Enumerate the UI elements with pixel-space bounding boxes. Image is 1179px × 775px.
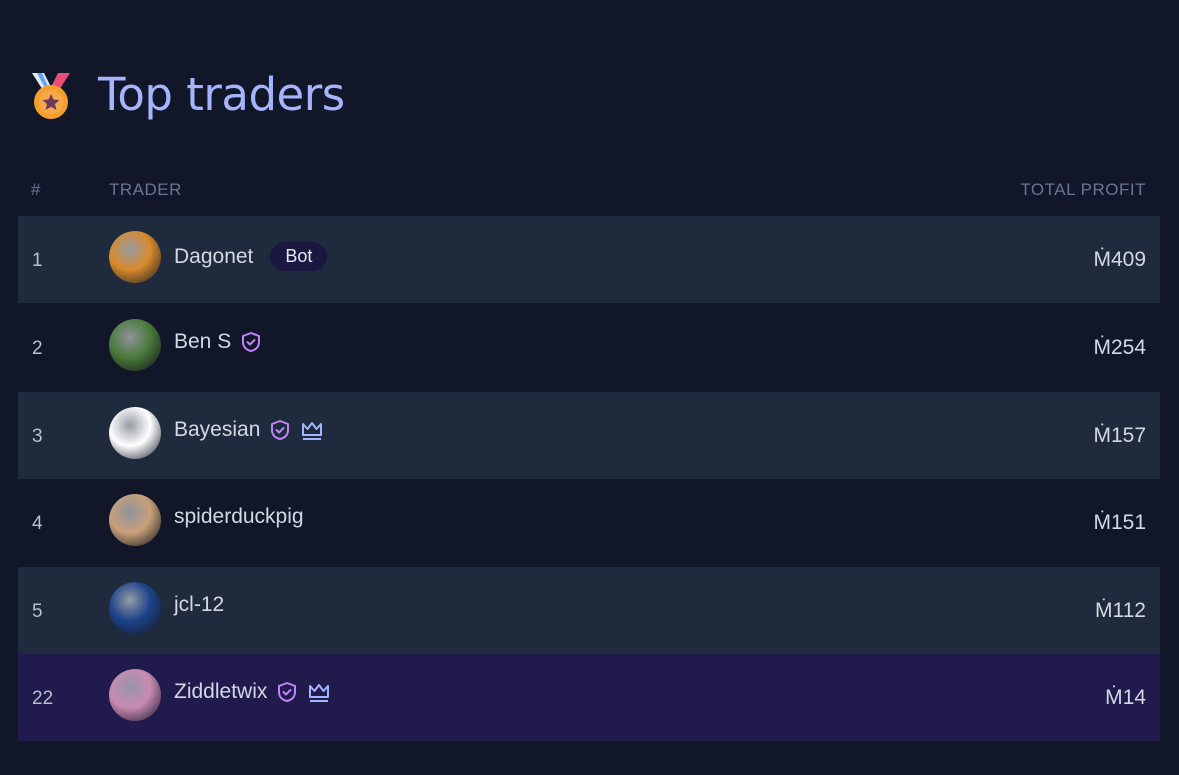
trader-name[interactable]: Dagonet bbox=[174, 244, 254, 268]
crown-icon bbox=[302, 422, 323, 440]
rank: 2 bbox=[32, 338, 43, 359]
trader-header: TRADER bbox=[109, 180, 182, 199]
table-row[interactable]: 4 spiderduckpig Ṁ151 bbox=[18, 479, 1160, 566]
table-row[interactable]: 1 Dagonet Bot Ṁ409 bbox=[18, 216, 1160, 303]
total-profit: Ṁ112 bbox=[1095, 599, 1146, 622]
trader-name[interactable]: Ziddletwix bbox=[174, 680, 268, 703]
rank: 22 bbox=[32, 688, 54, 709]
total-profit: Ṁ254 bbox=[1093, 336, 1146, 359]
trader-name[interactable]: Ben S bbox=[174, 330, 232, 353]
verified-icon bbox=[242, 332, 261, 352]
medal-icon bbox=[32, 72, 70, 119]
bot-badge: Bot bbox=[270, 242, 328, 271]
total-profit: Ṁ157 bbox=[1093, 424, 1146, 447]
avatar[interactable] bbox=[109, 494, 161, 546]
avatar[interactable] bbox=[109, 669, 161, 721]
page-title: Top traders bbox=[98, 68, 345, 121]
table-row[interactable]: 5 jcl-12 Ṁ112 bbox=[18, 567, 1160, 654]
page-header: Top traders bbox=[28, 68, 345, 121]
avatar[interactable] bbox=[109, 407, 161, 459]
avatar[interactable] bbox=[109, 582, 161, 634]
table-row[interactable]: 22 Ziddletwix Ṁ14 bbox=[18, 654, 1160, 741]
trader-name[interactable]: Bayesian bbox=[174, 418, 261, 441]
rank: 4 bbox=[32, 513, 43, 534]
avatar[interactable] bbox=[109, 319, 161, 371]
total-profit: Ṁ151 bbox=[1093, 511, 1146, 534]
avatar[interactable] bbox=[109, 231, 161, 283]
total-profit: Ṁ14 bbox=[1105, 686, 1146, 709]
total-profit: Ṁ409 bbox=[1093, 248, 1146, 271]
rank-header: # bbox=[31, 180, 41, 199]
trader-name[interactable]: spiderduckpig bbox=[174, 505, 304, 528]
profit-header: TOTAL PROFIT bbox=[1020, 180, 1146, 199]
rank: 1 bbox=[32, 250, 43, 271]
verified-icon bbox=[278, 682, 297, 702]
trader-name[interactable]: jcl-12 bbox=[174, 593, 225, 616]
table-header: # TRADER TOTAL PROFIT bbox=[18, 180, 1160, 202]
table-row[interactable]: 2 Ben S Ṁ254 bbox=[18, 304, 1160, 391]
verified-icon bbox=[271, 420, 290, 440]
table-row[interactable]: 3 Bayesian Ṁ157 bbox=[18, 392, 1160, 479]
rank: 5 bbox=[32, 601, 43, 622]
crown-icon bbox=[309, 684, 330, 702]
rank: 3 bbox=[32, 426, 43, 447]
